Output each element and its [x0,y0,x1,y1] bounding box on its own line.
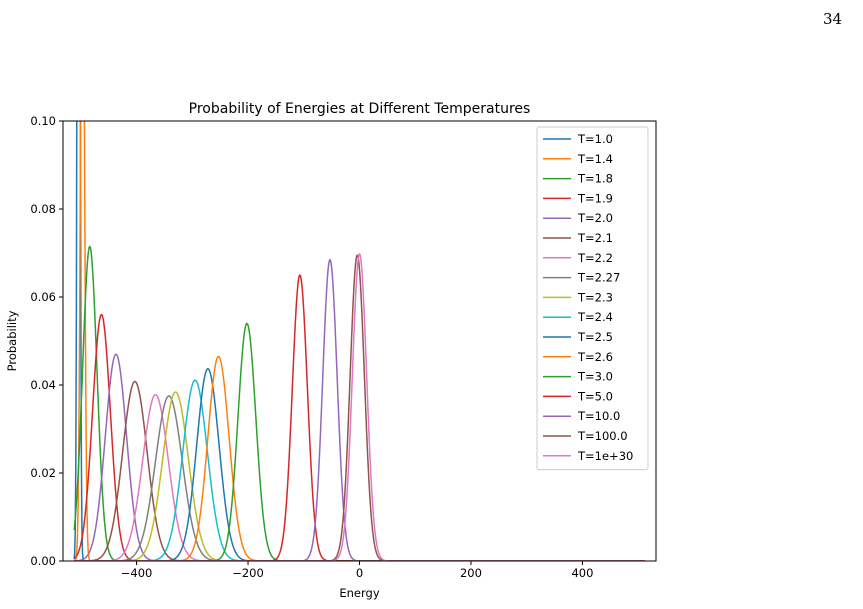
legend-entry: T=3.0 [577,370,613,384]
y-tick-label: 0.08 [30,202,56,216]
legend-entry: T=1.8 [577,172,613,186]
page-number: 34 [823,10,843,28]
legend-entry: T=1.4 [577,152,613,166]
legend-entry: T=100.0 [577,429,628,443]
chart-title: Probability of Energies at Different Tem… [189,101,531,117]
series-line-10 [73,379,646,561]
series-line-8 [73,395,646,561]
x-tick-label: −400 [121,566,153,580]
y-tick-label: 0.00 [30,554,56,568]
legend-entry: T=1.0 [577,132,613,146]
x-tick-label: 0 [356,566,363,580]
y-tick-label: 0.10 [30,114,56,128]
y-axis-ticks: 0.00 0.02 0.04 0.06 0.08 0.10 [30,114,63,568]
legend-entry: T=2.1 [577,231,613,245]
series-line-7 [73,393,646,561]
x-axis-ticks: −400 −200 0 200 400 [121,561,593,580]
x-tick-label: −200 [232,566,264,580]
series-line-16 [73,254,646,561]
legend-entry: T=2.3 [577,290,613,304]
legend-entry: T=2.0 [577,211,613,225]
legend-entry: T=5.0 [577,389,613,403]
y-axis-label: Probability [5,310,19,371]
y-tick-label: 0.02 [30,466,56,480]
legend-box [536,126,649,471]
series-line-9 [73,391,646,561]
x-tick-label: 200 [460,566,482,580]
legend-entry: T=1.9 [577,191,613,205]
series-line-6 [73,380,646,561]
legend-entry: T=2.5 [577,330,613,344]
legend: T=1.0 T=1.4 T=1.8 T=1.9 T=2.0 T=2.1 T=2.2 T=2.2… [536,126,649,471]
legend-entry: T=2.2 [577,251,613,265]
y-tick-label: 0.04 [30,378,56,392]
legend-entry: T=1e+30 [577,449,633,463]
y-tick-label: 0.06 [30,290,56,304]
legend-entry: T=10.0 [577,409,620,423]
legend-entry: T=2.6 [577,350,613,364]
plot-frame [62,120,657,562]
legend-entry: T=2.27 [577,271,620,285]
x-tick-label: 400 [571,566,593,580]
x-axis-label: Energy [339,586,379,600]
series-line-17 [73,253,646,561]
legend-entry: T=2.4 [577,310,613,324]
